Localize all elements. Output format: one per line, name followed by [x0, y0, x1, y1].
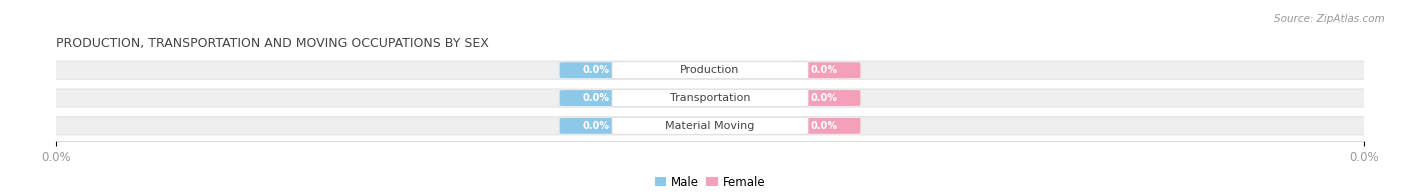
FancyBboxPatch shape [560, 62, 631, 78]
Legend: Male, Female: Male, Female [655, 176, 765, 189]
FancyBboxPatch shape [49, 61, 1371, 79]
Text: 0.0%: 0.0% [811, 121, 838, 131]
FancyBboxPatch shape [612, 117, 808, 134]
Text: Material Moving: Material Moving [665, 121, 755, 131]
Text: Transportation: Transportation [669, 93, 751, 103]
FancyBboxPatch shape [789, 62, 860, 78]
FancyBboxPatch shape [560, 90, 631, 106]
Text: 0.0%: 0.0% [582, 65, 609, 75]
Text: PRODUCTION, TRANSPORTATION AND MOVING OCCUPATIONS BY SEX: PRODUCTION, TRANSPORTATION AND MOVING OC… [56, 37, 489, 50]
FancyBboxPatch shape [560, 118, 631, 134]
FancyBboxPatch shape [789, 118, 860, 134]
FancyBboxPatch shape [49, 89, 1371, 107]
Text: 0.0%: 0.0% [582, 121, 609, 131]
Text: 0.0%: 0.0% [811, 93, 838, 103]
Text: Source: ZipAtlas.com: Source: ZipAtlas.com [1274, 14, 1385, 24]
Text: 0.0%: 0.0% [582, 93, 609, 103]
Text: 0.0%: 0.0% [811, 65, 838, 75]
FancyBboxPatch shape [612, 62, 808, 79]
Text: Production: Production [681, 65, 740, 75]
FancyBboxPatch shape [612, 90, 808, 106]
FancyBboxPatch shape [789, 90, 860, 106]
FancyBboxPatch shape [49, 117, 1371, 135]
